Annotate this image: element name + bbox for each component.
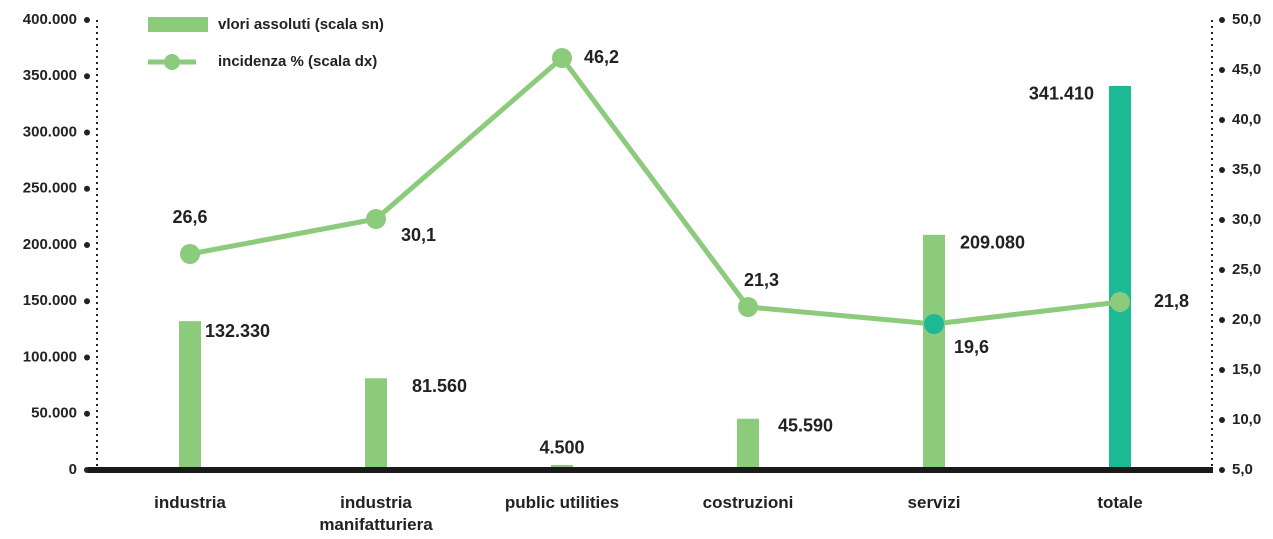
y-tick-label: 250.000 — [23, 180, 77, 197]
y2-tick-label: 45,0 — [1232, 61, 1261, 78]
bar — [179, 321, 201, 470]
bar-value-label: 341.410 — [1029, 84, 1094, 104]
bar-value-label: 81.560 — [412, 376, 467, 396]
line-point — [924, 314, 944, 334]
y2-tick-mark — [1219, 217, 1225, 223]
y2-tick-label: 20,0 — [1232, 311, 1261, 328]
y-tick-label: 100.000 — [23, 348, 77, 365]
x-tick-label: industria manifatturiera — [319, 493, 433, 534]
y-tick-mark — [84, 185, 90, 192]
y2-tick-label: 15,0 — [1232, 361, 1261, 378]
y-tick-label: 50.000 — [31, 405, 77, 422]
x-tick-label: costruzioni — [702, 493, 794, 512]
y-tick-label: 300.000 — [23, 123, 77, 140]
y2-tick-mark — [1219, 467, 1225, 473]
y-tick-mark — [84, 129, 90, 136]
legend-swatch — [164, 54, 180, 70]
legend-swatch — [148, 17, 208, 32]
line-value-label: 21,8 — [1154, 291, 1189, 311]
y2-tick-label: 50,0 — [1232, 11, 1261, 28]
y2-tick-mark — [1219, 17, 1225, 23]
bar-value-label: 132.330 — [205, 321, 270, 341]
legend-label: incidenza % (scala dx) — [218, 53, 377, 70]
bar-value-label: 4.500 — [539, 438, 584, 458]
x-tick-label: servizi — [907, 493, 961, 512]
line — [189, 55, 1121, 327]
y-tick-mark — [84, 354, 90, 361]
y2-tick-label: 35,0 — [1232, 161, 1261, 178]
y2-tick-mark — [1219, 367, 1225, 373]
y2-tick-label: 25,0 — [1232, 261, 1261, 278]
y2-tick-mark — [1219, 267, 1225, 273]
line-point — [180, 244, 200, 264]
y-tick-mark — [84, 298, 90, 305]
line-point — [552, 48, 572, 68]
y2-tick-label: 40,0 — [1232, 111, 1261, 128]
y2-tick-label: 30,0 — [1232, 211, 1261, 228]
line-point — [1110, 292, 1130, 312]
y2-tick-mark — [1219, 67, 1225, 73]
y2-tick-label: 5,0 — [1232, 461, 1253, 478]
y-tick-label: 150.000 — [23, 292, 77, 309]
y2-tick-mark — [1219, 167, 1225, 173]
y-tick-mark — [84, 17, 90, 23]
y2-tick-mark — [1219, 317, 1225, 323]
line-point — [366, 209, 386, 229]
y2-tick-mark — [1219, 417, 1225, 423]
line-value-label: 46,2 — [584, 47, 619, 67]
line-value-label: 21,3 — [744, 270, 779, 290]
y-tick-label: 0 — [69, 461, 77, 478]
y-tick-mark — [84, 73, 90, 80]
line-value-label: 30,1 — [401, 225, 436, 245]
bar-value-label: 45.590 — [778, 415, 833, 435]
bar — [923, 234, 945, 470]
y-tick-label: 350.000 — [23, 67, 77, 84]
bar — [365, 378, 387, 470]
y-tick-label: 200.000 — [23, 236, 77, 253]
x-tick-label: industria — [154, 493, 226, 512]
bar-value-label: 209.080 — [960, 233, 1025, 253]
bar — [1109, 85, 1131, 470]
y-tick-mark — [84, 410, 90, 417]
y2-tick-label: 10,0 — [1232, 411, 1261, 428]
y2-tick-mark — [1219, 117, 1225, 123]
x-tick-label: public utilities — [504, 493, 620, 512]
legend-label: vlori assoluti (scala sn) — [218, 16, 384, 33]
x-tick-label: totale — [1097, 493, 1143, 512]
line-value-label: 19,6 — [954, 337, 989, 357]
line-value-label: 26,6 — [172, 207, 207, 227]
line-point — [738, 297, 758, 317]
y-tick-mark — [84, 242, 90, 248]
y-tick-label: 400.000 — [23, 11, 77, 28]
bar — [737, 418, 759, 470]
